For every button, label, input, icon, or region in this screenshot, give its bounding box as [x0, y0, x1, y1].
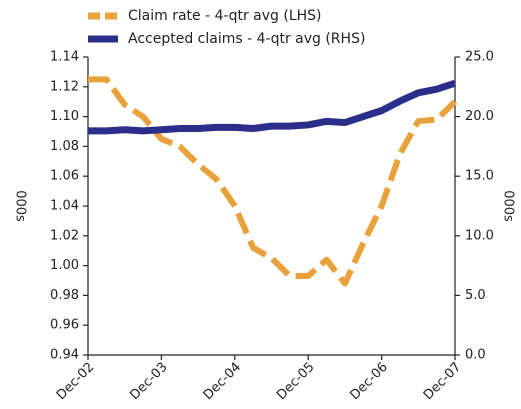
y-tick-label: 1.10 — [50, 109, 79, 124]
y-tick-label: 0.94 — [50, 348, 79, 363]
y-tick-label: 1.02 — [50, 228, 79, 243]
y2-tick-label: 20.0 — [465, 109, 494, 124]
y2-tick-label: 5.0 — [465, 288, 486, 303]
x-tick-label: Dec-04 — [201, 360, 244, 403]
x-tick-label: Dec-07 — [421, 360, 464, 403]
y-tick-label: 1.06 — [50, 169, 79, 184]
y-tick-label: 0.98 — [50, 288, 79, 303]
y2-axis-label: 000s — [501, 190, 516, 222]
y2-tick-label: 25.0 — [465, 50, 494, 65]
x-tick-label: Dec-03 — [127, 360, 170, 403]
y-axis-label: 000s — [13, 190, 28, 222]
series-line — [88, 79, 457, 135]
y-tick-label: 0.96 — [50, 318, 79, 333]
series-line — [88, 76, 458, 287]
y-tick-label: 1.04 — [50, 199, 79, 214]
legend-label: Accepted claims - 4-qtr avg (RHS) — [128, 31, 365, 47]
x-tick-label: Dec-05 — [274, 360, 317, 403]
y2-tick-label: 10.0 — [465, 228, 494, 243]
y2-tick-label: 0.0 — [465, 348, 486, 363]
x-tick-label: Dec-06 — [347, 360, 390, 403]
y-tick-label: 1.00 — [50, 258, 79, 273]
y-tick-label: 1.12 — [50, 79, 79, 94]
y-tick-label: 1.08 — [50, 139, 79, 154]
x-tick-label: Dec-02 — [54, 360, 97, 403]
legend-label: Claim rate - 4-qtr avg (LHS) — [128, 8, 322, 24]
y2-tick-label: 15.0 — [465, 169, 494, 184]
y-tick-label: 1.14 — [50, 50, 79, 65]
